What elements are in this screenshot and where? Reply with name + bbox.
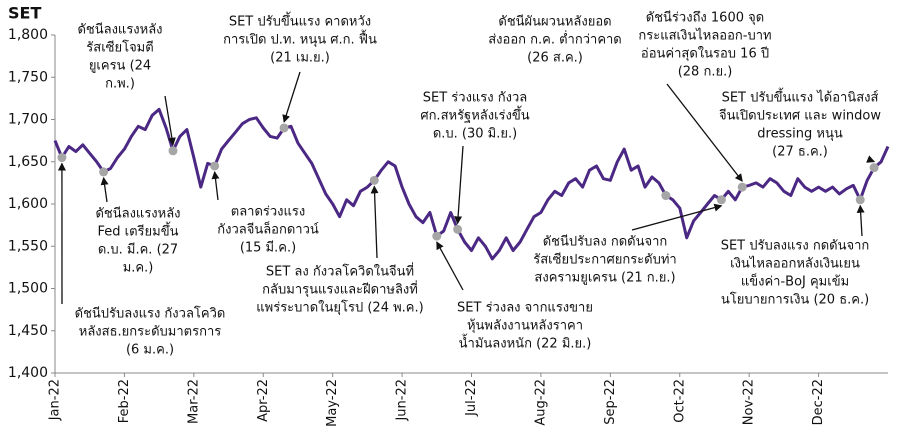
annotation-text: (28 ก.ย.) — [678, 65, 733, 80]
annotation-text: แพร่ระบาดในยุโรป (24 พ.ค.) — [256, 300, 423, 316]
x-tick-label: Apr-22 — [256, 379, 271, 422]
series-line — [53, 107, 890, 261]
annotation-arrow — [454, 145, 464, 225]
x-tick-label: Mar-22 — [186, 379, 201, 424]
annotation-text: อ่อนค่าสุดในรอบ 16 ปี — [641, 46, 769, 62]
x-tick-label: Nov-22 — [742, 379, 757, 425]
annotation-arrow — [856, 204, 865, 237]
annotation-text: ก.พ.) — [105, 77, 135, 92]
x-tick-label: Jan-22 — [48, 379, 63, 421]
annotation-text: (6 ม.ค.) — [126, 343, 174, 358]
x-tick-label: Feb-22 — [117, 379, 132, 423]
highlight-point — [168, 146, 178, 156]
x-tick-label: Aug-22 — [533, 379, 548, 426]
annotation-text: ม.ค.) — [123, 261, 154, 276]
x-tick-label: Oct-22 — [672, 379, 687, 423]
chart-title: SET — [8, 4, 41, 23]
annotation-text: (26 ส.ค.) — [527, 51, 583, 66]
annotation-text: แข็งค่า-BoJ คุมเข้ม — [741, 272, 849, 290]
annotation-arrow — [866, 155, 876, 163]
annotation-text: นโยบายการเงิน (20 ธ.ค.) — [721, 292, 869, 308]
annotation-text: dressing หนุน — [757, 127, 843, 142]
x-tick-label: Jun-22 — [395, 379, 410, 422]
highlight-point — [210, 161, 220, 171]
annotation-text: หุ้นพลังงานหลังราคา — [467, 319, 583, 334]
annotation-text: SET ลง กังวลโควิดในจีนที่ — [266, 263, 414, 280]
highlight-point — [369, 175, 379, 185]
annotation-text: SET ร่วงลง จากแรงขาย — [457, 301, 593, 316]
annotation-text: ดัชนีปรับลงแรง กังวลโควิด — [75, 306, 226, 322]
x-tick-label: May-22 — [325, 379, 340, 427]
annotation-text: ส่งออก ก.ค. ต่ำกว่าคาด — [488, 31, 622, 48]
annotation-text: ดัชนีผันผวนหลังยอด — [498, 14, 611, 30]
y-tick-label: 1,550 — [8, 238, 48, 254]
highlight-point — [716, 195, 726, 205]
highlight-point — [661, 191, 671, 201]
annotation-arrow — [211, 170, 220, 201]
annotation-arrow — [100, 176, 109, 203]
annotation-text: ดัชนีปรับลง กดดันจาก — [543, 234, 668, 250]
annotation-text: ดัชนีร่วงถึง 1600 จุด — [646, 10, 764, 26]
annotation-text: กลับมารุนแรงและฝีดาษลิงที่ — [262, 281, 418, 298]
annotation-arrow — [631, 203, 723, 231]
annotation-text: Fed เตรียมขึ้น — [98, 222, 179, 240]
annotation-arrow — [436, 241, 464, 291]
y-tick-label: 1,650 — [8, 154, 48, 170]
annotation-text: น้ำมันลงหนัก (22 มิ.ย.) — [459, 334, 592, 352]
annotation-arrow — [666, 83, 743, 182]
y-tick-label: 1,500 — [8, 281, 48, 297]
annotation-text: SET ปรับลงแรง กดดันจาก — [721, 239, 870, 254]
annotation-text: ดัชนีลงแรงหลัง — [95, 206, 180, 222]
annotation-text: ตลาดร่วงแรง — [231, 205, 306, 220]
annotation-text: จีนเปิดประเทศ และ window — [719, 108, 882, 124]
y-tick-label: 1,450 — [8, 323, 48, 339]
annotation-text: ศก.สหรัฐหลังเร่งขึ้น — [420, 106, 529, 124]
y-tick-label: 1,600 — [8, 196, 48, 212]
annotation-text: หลังสธ.ยกระดับมาตรการ — [79, 325, 221, 340]
annotation-arrow — [164, 95, 176, 146]
highlight-point — [99, 167, 109, 177]
annotation-text: ด.บ. (30 มิ.ย.) — [433, 127, 517, 142]
x-tick-label: Jul-22 — [464, 379, 479, 417]
highlight-point — [869, 163, 879, 173]
y-tick-label: 1,800 — [8, 27, 48, 43]
annotation-text: (21 เม.ย.) — [270, 51, 330, 66]
annotation-text: ดัชนีลงแรงหลัง — [77, 22, 162, 38]
annotation-text: SET ปรับขึ้นแรง คาดหวัง — [229, 12, 371, 30]
annotation-text: กังวลจีนล็อกดาวน์ — [217, 220, 319, 238]
highlight-point — [279, 123, 289, 133]
annotation-text: รัสเซียประกาศยกระดับท่า — [533, 252, 676, 268]
annotation-text: สงครามยูเครน (21 ก.ย.) — [534, 271, 675, 286]
annotation-arrow — [370, 185, 379, 259]
highlight-point — [855, 195, 865, 205]
annotation-text: SET ร่วงแรง กังวล — [423, 91, 528, 106]
y-tick-label: 1,750 — [8, 69, 48, 85]
annotation-arrow — [282, 71, 301, 123]
x-tick-label: Sep-22 — [603, 379, 618, 425]
annotation-text: กระแสเงินไหลออก-บาท — [638, 28, 771, 44]
highlight-point — [453, 224, 463, 234]
y-tick-label: 1,400 — [8, 365, 48, 381]
highlight-point — [432, 231, 442, 241]
y-tick-label: 1,700 — [8, 112, 48, 128]
annotation-text: (15 มี.ค.) — [240, 240, 296, 256]
annotation-text: (27 ธ.ค.) — [772, 145, 828, 160]
annotation-text: SET ปรับขึ้นแรง ได้อานิสงส์ — [722, 88, 879, 106]
annotation-text: ด.บ. มี.ค. (27 — [98, 242, 178, 258]
annotation-text: รัสเซียโจมตี — [86, 40, 153, 56]
highlight-point — [737, 182, 747, 192]
annotation-text: เงินไหลออกหลังเงินเยน — [730, 256, 860, 272]
x-tick-label: Dec-22 — [811, 379, 826, 425]
highlight-point — [57, 153, 67, 163]
annotation-text: ยูเครน (24 — [89, 59, 151, 74]
annotation-text: การเปิด ป.ท. หนุน ศ.ก. ฟื้น — [223, 30, 377, 48]
